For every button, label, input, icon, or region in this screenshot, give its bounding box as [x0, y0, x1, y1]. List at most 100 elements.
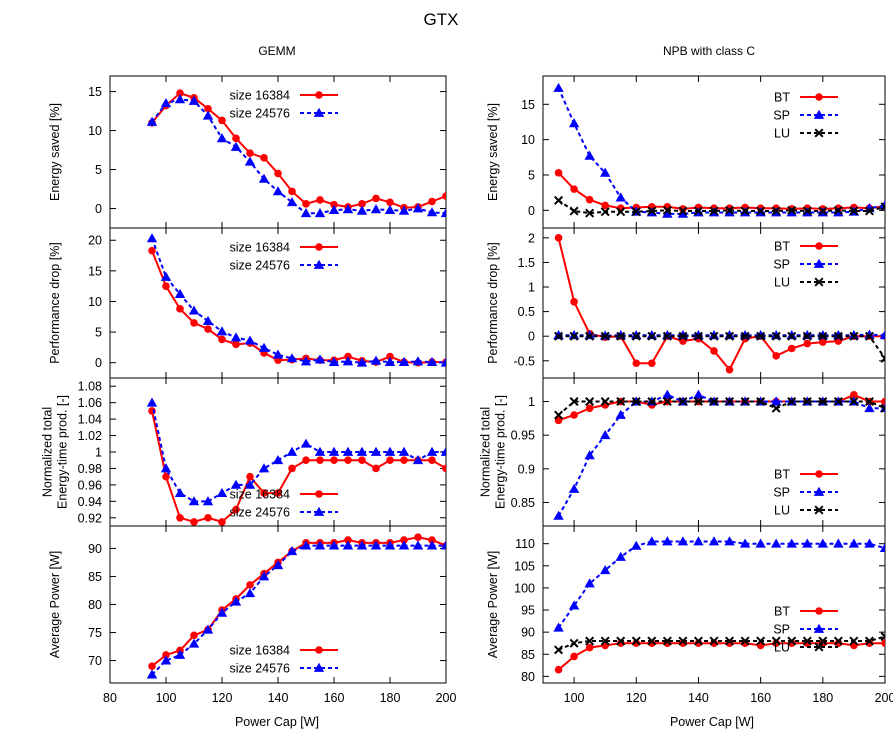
data-point	[372, 195, 380, 203]
data-point	[616, 192, 626, 201]
series-line	[559, 88, 885, 214]
data-point	[245, 335, 255, 344]
series-size-24576	[147, 397, 451, 505]
legend: size 16384 size 24576	[230, 488, 338, 520]
legend-marker	[315, 646, 323, 654]
y-tick-label: 105	[514, 559, 535, 573]
y-axis-title: Average Power [W]	[486, 551, 500, 658]
x-tick-label: 120	[626, 691, 647, 705]
series-size-24576	[147, 540, 451, 678]
x-tick-label: 160	[324, 691, 345, 705]
data-point	[555, 197, 563, 205]
data-point	[218, 518, 226, 526]
series-line	[152, 411, 446, 522]
legend-label: size 24576	[230, 506, 291, 520]
legend-label: SP	[773, 623, 790, 637]
data-point	[709, 330, 719, 339]
x-tick-label: 160	[750, 691, 771, 705]
series-sp	[553, 390, 890, 520]
data-point	[710, 347, 718, 355]
series-size-16384	[148, 407, 450, 526]
data-point	[648, 359, 656, 367]
legend-label: size 16384	[230, 89, 291, 103]
data-point	[246, 473, 254, 481]
data-point	[569, 330, 579, 339]
series-size-24576	[147, 233, 451, 366]
data-point	[217, 133, 227, 142]
data-point	[372, 465, 380, 473]
series-line	[559, 238, 885, 370]
y-axis-title: Energy-time prod. [-]	[56, 395, 70, 509]
data-point	[555, 234, 563, 242]
data-point	[632, 359, 640, 367]
y-tick-label: 15	[88, 264, 102, 278]
series-line	[152, 99, 446, 213]
data-point	[570, 185, 578, 193]
data-point	[586, 196, 594, 204]
y-tick-label: 0.95	[511, 429, 535, 443]
y-tick-label: 90	[521, 626, 535, 640]
legend-label: LU	[774, 504, 790, 518]
data-point	[772, 352, 780, 360]
legend-label: size 16384	[230, 241, 291, 255]
legend-label: size 16384	[230, 644, 291, 658]
data-point	[616, 410, 626, 419]
data-point	[441, 208, 451, 217]
data-point	[442, 465, 450, 473]
data-point	[584, 151, 594, 160]
data-point	[569, 484, 579, 493]
data-point	[245, 157, 255, 166]
data-point	[569, 118, 579, 127]
data-point	[555, 646, 563, 654]
series-line	[152, 546, 446, 675]
legend-label: size 16384	[230, 488, 291, 502]
data-point	[755, 538, 765, 547]
x-tick-label: 180	[812, 691, 833, 705]
y-tick-label: 1.5	[518, 256, 535, 270]
series-line	[152, 238, 446, 362]
data-point	[570, 639, 578, 647]
data-point	[772, 404, 780, 412]
data-point	[162, 282, 170, 290]
legend-label: SP	[773, 258, 790, 272]
data-point	[316, 196, 324, 204]
data-point	[273, 455, 283, 464]
y-tick-label: 1.02	[78, 429, 102, 443]
data-point	[316, 456, 324, 464]
y-tick-label: 1	[528, 281, 535, 295]
legend-label: BT	[774, 240, 790, 254]
y-tick-label: 90	[88, 542, 102, 556]
data-point	[693, 390, 703, 399]
data-point	[555, 666, 563, 674]
legend-label: SP	[773, 486, 790, 500]
figure-title: GTX	[424, 10, 459, 29]
data-point	[218, 117, 226, 125]
legend-label: LU	[774, 641, 790, 655]
x-tick-label: 200	[875, 691, 893, 705]
y-tick-label: 0.98	[78, 462, 102, 476]
y-axis-title: Performance drop [%]	[486, 242, 500, 364]
y-tick-label: 15	[88, 85, 102, 99]
data-point	[428, 456, 436, 464]
x-tick-label: 100	[156, 691, 177, 705]
npb-panel-title: NPB with class C	[663, 44, 755, 58]
y-tick-label: 5	[95, 163, 102, 177]
plot-frame	[543, 526, 885, 683]
data-point	[176, 305, 184, 313]
data-point	[190, 632, 198, 640]
data-point	[428, 198, 436, 206]
data-point	[570, 411, 578, 419]
y-axis-title: Normalized total	[41, 407, 55, 497]
data-point	[287, 447, 297, 456]
data-point	[570, 298, 578, 306]
y-tick-label: 70	[88, 654, 102, 668]
data-point	[175, 488, 185, 497]
y-tick-label: 80	[88, 598, 102, 612]
y-tick-label: 100	[514, 581, 535, 595]
data-point	[386, 456, 394, 464]
y-tick-label: 0.5	[518, 305, 535, 319]
